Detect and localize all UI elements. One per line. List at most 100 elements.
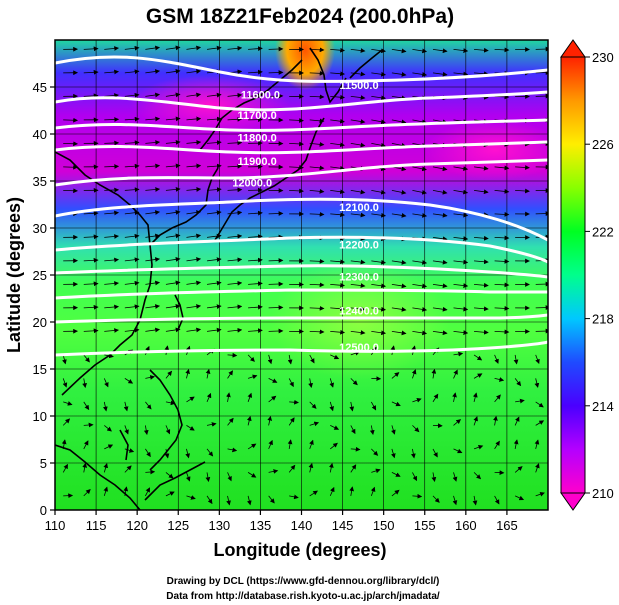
wind-arrow bbox=[473, 354, 483, 361]
wind-arrow bbox=[124, 163, 140, 169]
wind-arrow bbox=[535, 491, 545, 497]
wind-arrow bbox=[206, 422, 217, 427]
wind-arrow bbox=[186, 304, 202, 309]
wind-arrow bbox=[391, 259, 407, 265]
colorbar-bottom-arrow bbox=[560, 492, 586, 511]
wind-arrow bbox=[82, 378, 87, 389]
wind-arrow bbox=[247, 472, 257, 478]
wind-arrow bbox=[165, 45, 181, 51]
wind-arrow bbox=[206, 116, 222, 122]
wind-arrow bbox=[104, 140, 120, 146]
wind-arrow bbox=[124, 327, 140, 333]
wind-arrow bbox=[186, 140, 202, 145]
wind-arrow bbox=[227, 304, 243, 310]
wind-arrow bbox=[350, 95, 366, 100]
wind-arrow bbox=[289, 118, 304, 123]
y-tick-label: 0 bbox=[40, 503, 47, 518]
wind-arrow bbox=[330, 165, 345, 171]
wind-arrow bbox=[124, 92, 140, 98]
wind-arrow bbox=[391, 119, 407, 125]
wind-arrow bbox=[205, 368, 211, 379]
wind-arrow bbox=[309, 47, 325, 53]
wind-arrow bbox=[412, 283, 428, 289]
wind-arrow bbox=[248, 304, 263, 310]
wind-arrow bbox=[206, 495, 213, 505]
colorbar-tick-label: 218 bbox=[592, 312, 614, 327]
wind-arrow bbox=[165, 69, 181, 74]
wind-arrow bbox=[309, 329, 325, 335]
wind-arrow bbox=[185, 472, 191, 482]
wind-arrow bbox=[145, 210, 161, 215]
contour-label: 11700.0 bbox=[238, 110, 277, 122]
contour-label: 12100.0 bbox=[339, 202, 379, 214]
wind-arrow bbox=[371, 212, 387, 218]
wind-arrow bbox=[124, 257, 140, 263]
wind-arrow bbox=[227, 233, 243, 239]
contour-label: 12400.0 bbox=[339, 305, 379, 317]
wind-arrow bbox=[494, 259, 510, 264]
wind-arrow bbox=[165, 304, 181, 309]
wind-arrow bbox=[350, 446, 361, 452]
wind-arrow bbox=[104, 234, 120, 239]
wind-arrow bbox=[412, 397, 422, 403]
wind-arrow bbox=[432, 306, 448, 312]
wind-arrow bbox=[124, 140, 140, 146]
wind-arrow bbox=[206, 280, 222, 286]
wind-arrow bbox=[391, 372, 400, 379]
wind-arrow bbox=[350, 119, 366, 124]
wind-arrow bbox=[350, 378, 358, 386]
wind-arrow bbox=[104, 425, 112, 432]
wind-arrow bbox=[494, 394, 501, 403]
wind-arrow bbox=[227, 116, 243, 122]
wind-arrow bbox=[330, 212, 346, 218]
x-tick-label: 110 bbox=[45, 518, 66, 533]
wind-arrow bbox=[535, 354, 540, 365]
wind-arrow bbox=[309, 70, 325, 76]
wind-arrow bbox=[309, 354, 315, 364]
wind-arrow bbox=[165, 163, 181, 169]
wind-arrow bbox=[371, 330, 387, 336]
wind-arrow bbox=[330, 425, 340, 430]
wind-arrow bbox=[472, 495, 478, 506]
wind-arrow bbox=[410, 448, 416, 459]
wind-arrow bbox=[124, 378, 134, 384]
wind-arrow bbox=[412, 306, 428, 312]
wind-arrow bbox=[453, 351, 464, 357]
wind-arrow bbox=[206, 140, 222, 145]
wind-arrow bbox=[145, 116, 161, 122]
wind-arrow bbox=[206, 392, 212, 403]
colorbar: 210 214 218 222 226 230 bbox=[560, 39, 614, 511]
wind-arrow bbox=[309, 211, 325, 217]
wind-arrow bbox=[432, 448, 438, 458]
colorbar-tick-label: 222 bbox=[592, 224, 614, 239]
wind-arrow bbox=[83, 401, 90, 411]
wind-arrow bbox=[453, 448, 463, 454]
wind-arrow bbox=[82, 462, 88, 473]
contour-label: 12300.0 bbox=[339, 272, 379, 284]
wind-arrow bbox=[145, 163, 161, 169]
wind-arrow bbox=[391, 212, 407, 218]
wind-arrow bbox=[330, 189, 345, 195]
wind-arrow bbox=[103, 462, 109, 473]
warm-region bbox=[275, 40, 335, 90]
wind-arrow bbox=[391, 330, 407, 336]
wind-arrow bbox=[473, 416, 478, 426]
wind-arrow bbox=[185, 448, 190, 459]
height-contours bbox=[55, 55, 548, 357]
wind-vectors bbox=[61, 45, 548, 506]
colorbar-gradient bbox=[560, 56, 586, 494]
wind-arrow bbox=[104, 210, 120, 216]
cold-region-east bbox=[425, 120, 548, 180]
wind-arrow bbox=[371, 283, 387, 289]
wind-arrow bbox=[268, 70, 284, 75]
y-tick-label: 45 bbox=[33, 80, 47, 95]
wind-arrow bbox=[453, 189, 469, 195]
contour-label: 11800.0 bbox=[238, 133, 277, 145]
wind-arrow bbox=[412, 212, 428, 218]
wind-arrow bbox=[391, 48, 407, 54]
wind-arrow bbox=[104, 69, 120, 75]
wind-arrow bbox=[248, 69, 263, 75]
wind-arrow bbox=[494, 329, 510, 335]
wind-arrow bbox=[369, 425, 375, 436]
wind-arrow bbox=[124, 116, 140, 122]
